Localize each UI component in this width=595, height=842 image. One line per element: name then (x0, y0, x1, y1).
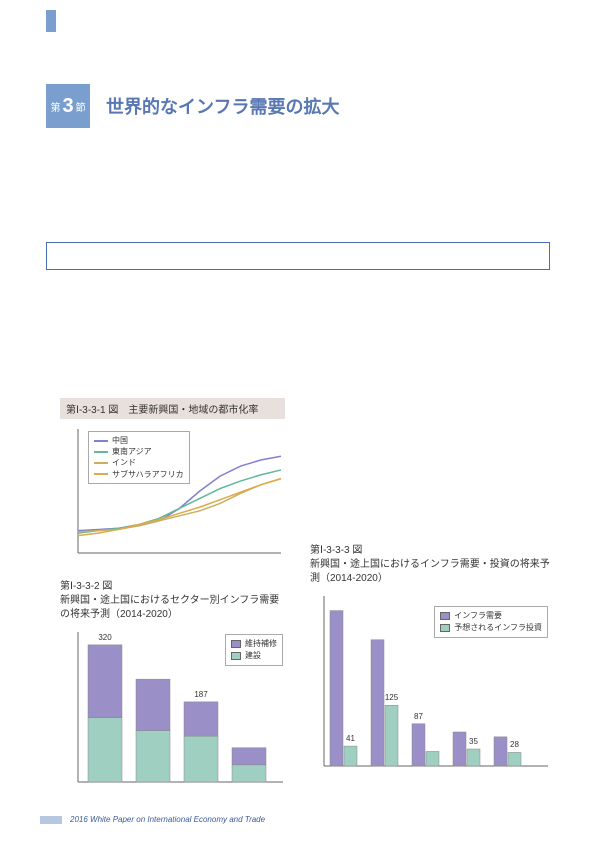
figure-1-caption: 第Ⅰ-3-3-1 図 主要新興国・地域の都市化率 (60, 398, 285, 419)
figure-2-caption-text: 新興国・途上国におけるセクター別インフラ需要の将来予測（2014-2020） (60, 595, 279, 620)
page-footer: 2016 White Paper on International Econom… (40, 815, 265, 824)
figure-1: 第Ⅰ-3-3-1 図 主要新興国・地域の都市化率 中国東南アジアインドサブサハラ… (60, 398, 285, 565)
figure-3-caption-text: 新興国・途上国におけるインフラ需要・投資の将来予測（2014-2020） (310, 559, 550, 584)
figure-1-plot: 中国東南アジアインドサブサハラアフリカ (60, 425, 285, 565)
section-prefix: 第 (50, 99, 60, 114)
figure-2: 第Ⅰ-3-3-2 図 新興国・途上国におけるセクター別インフラ需要の将来予測（2… (60, 580, 285, 788)
figure-2-legend: 維持補修建設 (225, 634, 283, 666)
section-header: 第 3 節 世界的なインフラ需要の拡大 (46, 84, 339, 128)
figure-3: 第Ⅰ-3-3-3 図 新興国・途上国におけるインフラ需要・投資の将来予測（201… (310, 544, 550, 772)
section-number-box: 第 3 節 (46, 84, 90, 128)
figure-2-plot: 維持補修建設 320187 (60, 628, 285, 788)
figure-2-caption-prefix: 第Ⅰ-3-3-2 図 (60, 581, 112, 592)
footer-marker (40, 816, 62, 824)
figure-1-legend: 中国東南アジアインドサブサハラアフリカ (88, 431, 190, 484)
figure-3-caption: 第Ⅰ-3-3-3 図 新興国・途上国におけるインフラ需要・投資の将来予測（201… (310, 544, 550, 586)
figure-3-legend: インフラ需要予想されるインフラ投資 (434, 606, 548, 638)
subsection-box (46, 242, 550, 270)
section-title: 世界的なインフラ需要の拡大 (106, 93, 339, 119)
footer-text: 2016 White Paper on International Econom… (70, 815, 265, 824)
figure-3-caption-prefix: 第Ⅰ-3-3-3 図 (310, 545, 362, 556)
top-page-marker (46, 10, 56, 32)
figure-2-caption: 第Ⅰ-3-3-2 図 新興国・途上国におけるセクター別インフラ需要の将来予測（2… (60, 580, 285, 622)
section-suffix: 節 (76, 99, 86, 114)
section-number: 3 (62, 95, 73, 118)
figure-3-plot: インフラ需要予想されるインフラ投資 41125873528 (310, 592, 550, 772)
